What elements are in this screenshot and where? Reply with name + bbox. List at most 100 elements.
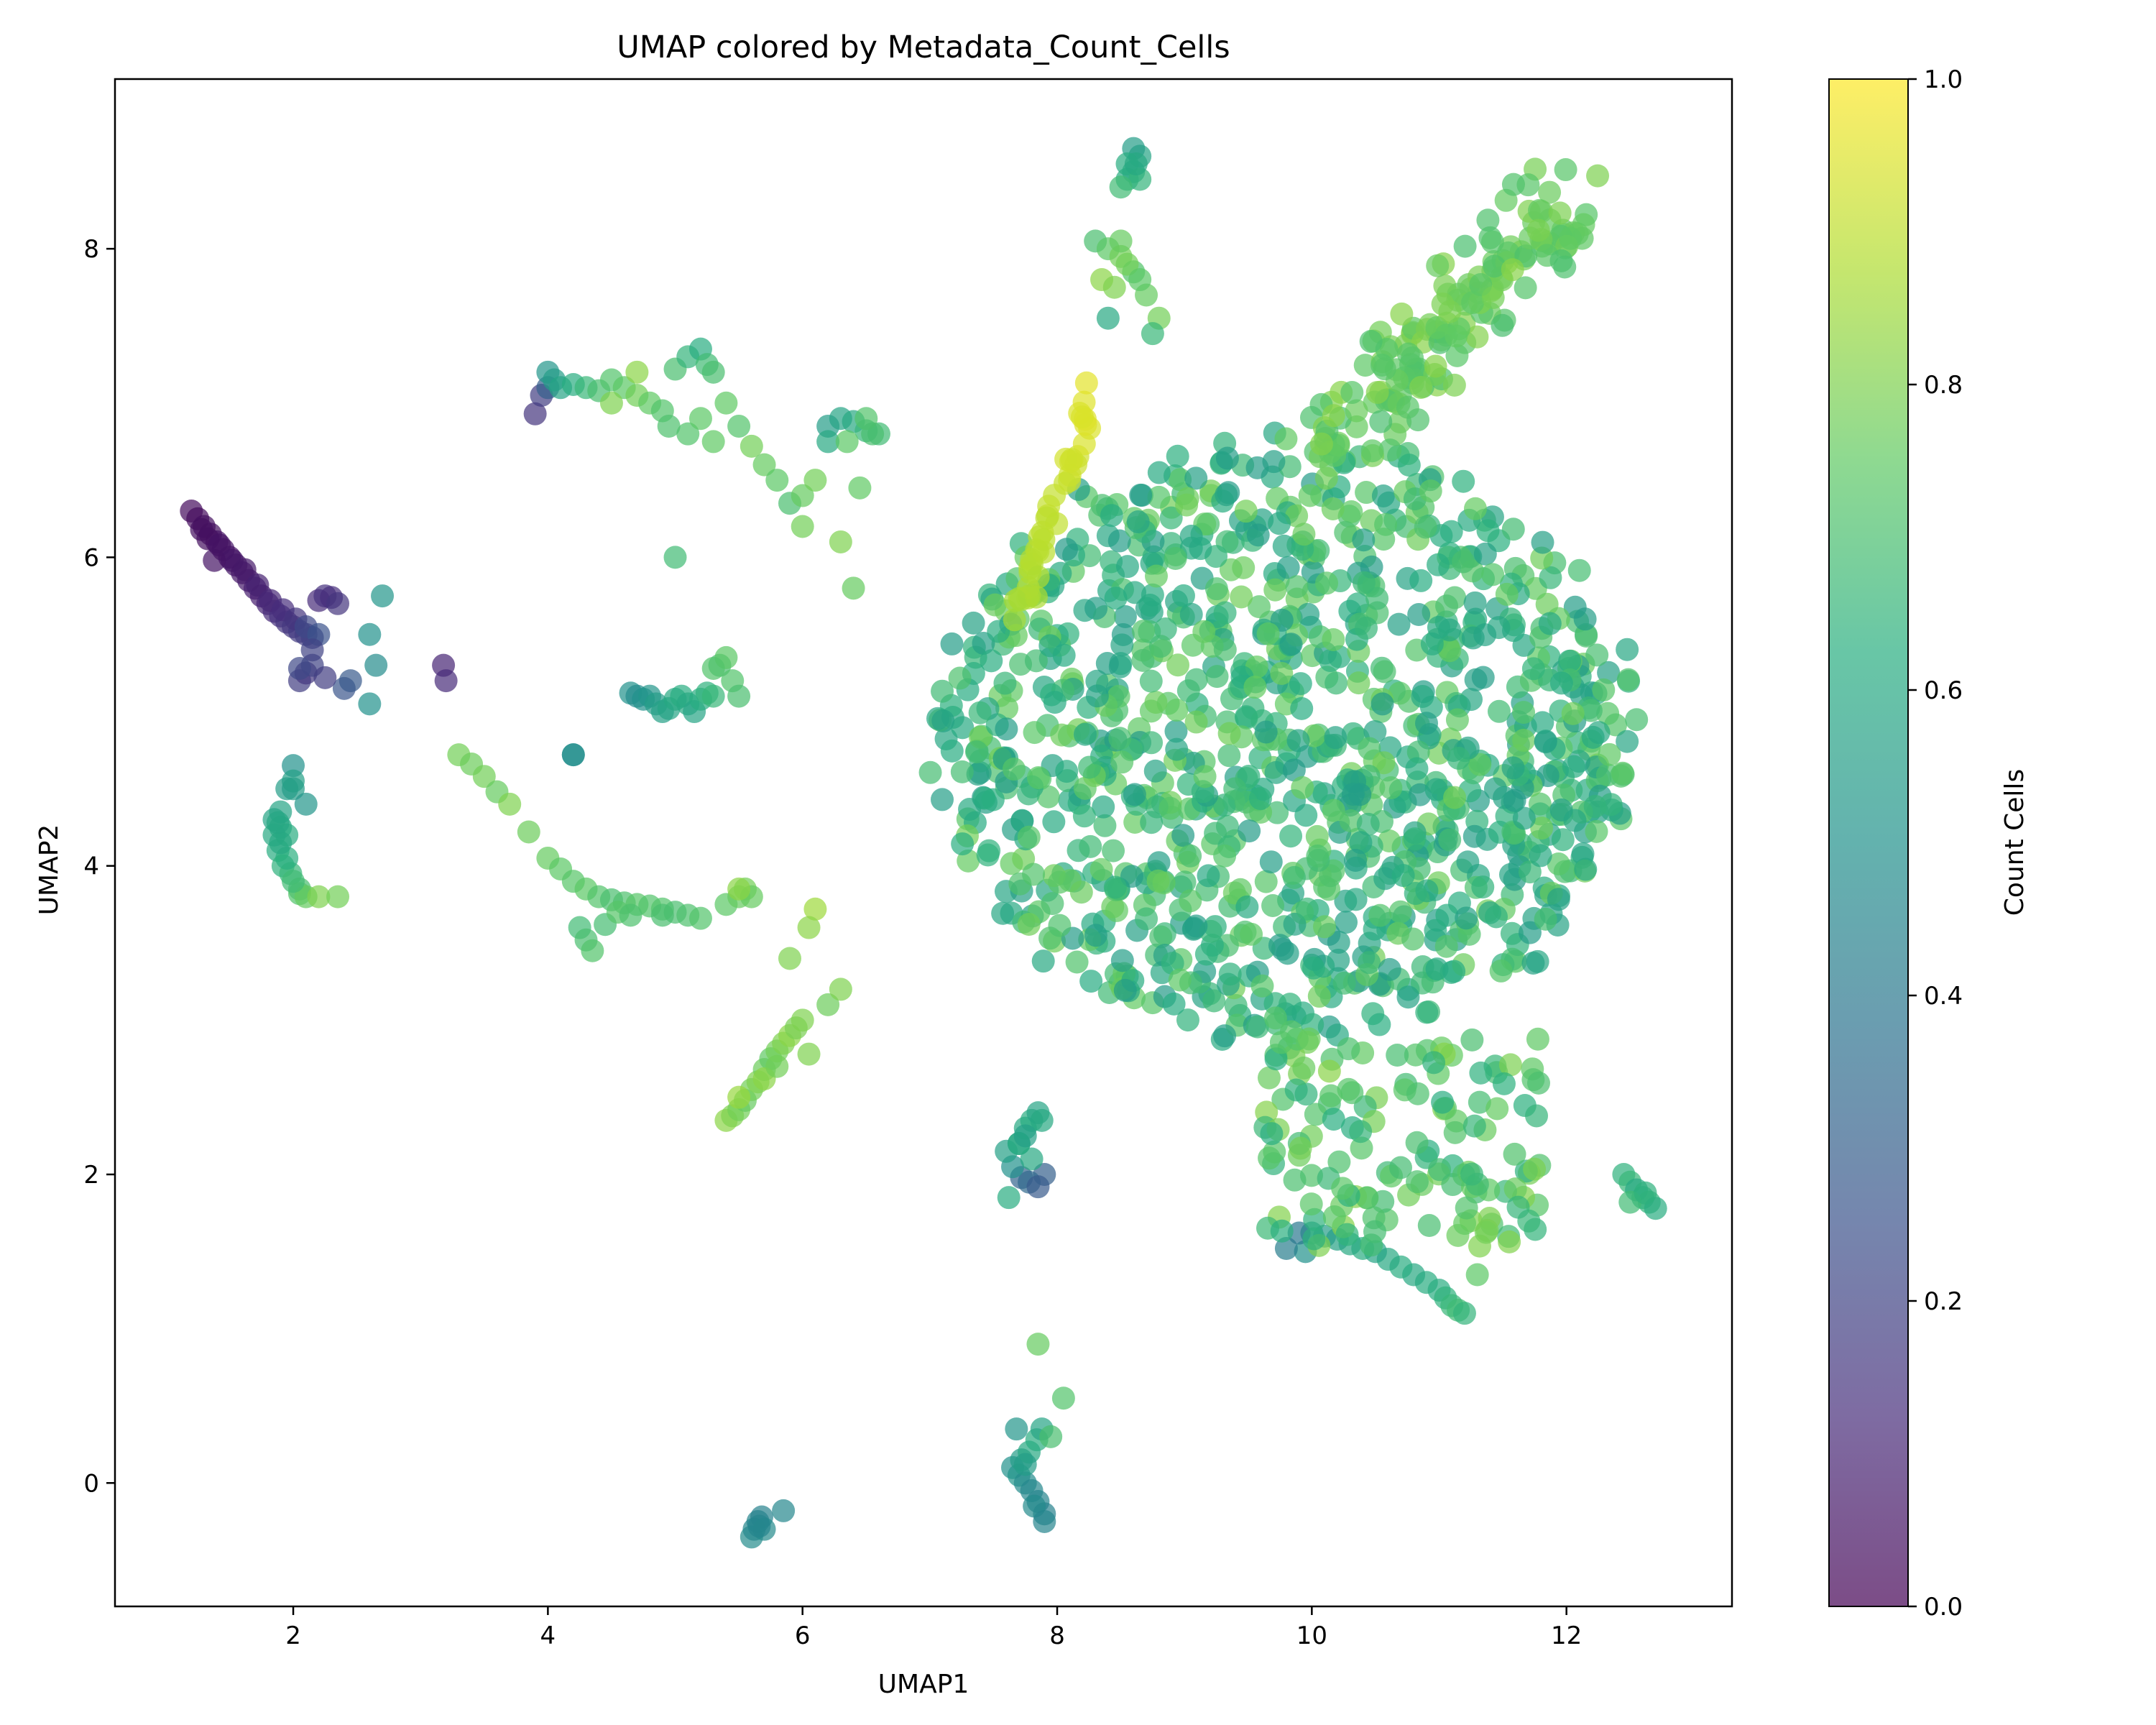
scatter-point: [1108, 727, 1132, 750]
scatter-point: [1289, 1136, 1312, 1160]
scatter-point: [1455, 906, 1478, 930]
scatter-point: [765, 469, 789, 492]
scatter-point: [1396, 395, 1419, 419]
scatter-point: [1138, 593, 1162, 617]
scatter-point: [803, 897, 827, 921]
colorbar-axis: 0.0 0.2 0.4 0.6 0.8 1.0: [1908, 65, 1963, 1622]
scatter-point: [1438, 300, 1462, 323]
scatter-point: [1403, 827, 1427, 851]
scatter-point: [1035, 506, 1059, 530]
scatter-point: [1141, 322, 1164, 346]
scatter-point: [747, 1514, 771, 1538]
scatter-point: [1355, 1186, 1379, 1210]
scatter-point: [1339, 809, 1363, 833]
scatter-point: [1634, 1181, 1657, 1205]
scatter-point: [472, 765, 496, 788]
x-tick-label: 10: [1296, 1622, 1327, 1650]
scatter-point: [1213, 601, 1237, 625]
scatter-point: [1302, 956, 1325, 980]
scatter-point: [1431, 1090, 1455, 1114]
colorbar-tick-label: 0.6: [1924, 676, 1963, 705]
scatter-point: [848, 476, 872, 500]
scatter-point: [1284, 1078, 1308, 1102]
scatter-point: [1100, 504, 1123, 528]
scatter-point: [1442, 960, 1466, 983]
scatter-point: [1193, 765, 1217, 788]
scatter-point: [1223, 777, 1247, 801]
scatter-point: [1292, 523, 1316, 546]
scatter-point: [940, 632, 964, 656]
scatter-point: [1213, 638, 1237, 661]
scatter-point: [1129, 483, 1153, 507]
scatter-point: [835, 430, 859, 454]
scatter-point: [1295, 897, 1319, 921]
scatter-point: [940, 739, 964, 763]
scatter-point: [1358, 737, 1381, 760]
scatter-point: [1548, 201, 1572, 225]
scatter-point: [951, 832, 975, 856]
scatter-point: [1443, 586, 1467, 610]
scatter-point: [1026, 765, 1050, 789]
scatter-point: [1319, 1084, 1343, 1108]
scatter-point: [1268, 934, 1291, 957]
scatter-point: [1322, 1108, 1345, 1131]
scatter-point: [993, 671, 1017, 695]
scatter-point: [1102, 275, 1126, 299]
scatter-point: [1048, 870, 1072, 894]
scatter-point: [1547, 888, 1570, 911]
scatter-point: [1427, 615, 1450, 639]
scatter-point: [1506, 1195, 1530, 1219]
scatter-point: [1521, 657, 1545, 681]
scatter-point: [371, 584, 395, 608]
scatter-point: [1335, 1223, 1359, 1246]
scatter-point: [1017, 825, 1041, 849]
scatter-point: [1327, 1150, 1351, 1174]
scatter-point: [1534, 730, 1557, 754]
scatter-point: [727, 1085, 751, 1109]
scatter-point: [1245, 1015, 1269, 1039]
scatter-point: [1476, 519, 1500, 543]
scatter-point: [1599, 793, 1623, 816]
scatter-point: [1304, 1103, 1327, 1126]
scatter-point: [1248, 595, 1271, 619]
scatter-point: [1345, 399, 1368, 423]
scatter-point: [1368, 1013, 1391, 1036]
scatter-point: [1315, 571, 1339, 595]
scatter-point: [1055, 760, 1079, 783]
scatter-point: [1526, 218, 1550, 242]
scatter-point: [1521, 951, 1545, 975]
scatter-point: [1501, 172, 1525, 196]
scatter-point: [1388, 681, 1411, 705]
scatter-point: [1465, 325, 1489, 349]
scatter-point: [1526, 1027, 1549, 1051]
scatter-point: [1547, 852, 1570, 876]
scatter-point: [1529, 844, 1552, 868]
scatter-point: [1143, 759, 1167, 783]
scatter-point: [1217, 722, 1241, 745]
scatter-point: [1501, 258, 1524, 282]
scatter-point: [650, 903, 674, 927]
scatter-point: [701, 684, 725, 708]
scatter-point: [1165, 737, 1189, 761]
scatter-point: [688, 407, 712, 431]
scatter-point: [1489, 959, 1513, 983]
scatter-point: [778, 947, 801, 970]
scatter-point: [1363, 1220, 1386, 1243]
scatter-point: [1270, 661, 1294, 685]
y-tick-label: 8: [83, 235, 99, 264]
scatter-point: [1089, 857, 1113, 881]
scatter-point: [1184, 466, 1208, 490]
scatter-point: [1073, 722, 1097, 746]
scatter-point: [1463, 591, 1487, 615]
scatter-point: [1337, 1037, 1360, 1061]
scatter-point: [1096, 306, 1120, 330]
scatter-point: [983, 593, 1007, 617]
x-tick-label: 4: [540, 1622, 556, 1650]
scatter-point: [1149, 925, 1173, 949]
scatter-point: [1289, 672, 1312, 696]
scatter-point: [1092, 795, 1115, 819]
scatter-point: [1388, 1156, 1412, 1179]
scatter-point: [1411, 684, 1434, 708]
scatter-point: [1553, 255, 1577, 279]
scatter-point: [1425, 957, 1449, 981]
